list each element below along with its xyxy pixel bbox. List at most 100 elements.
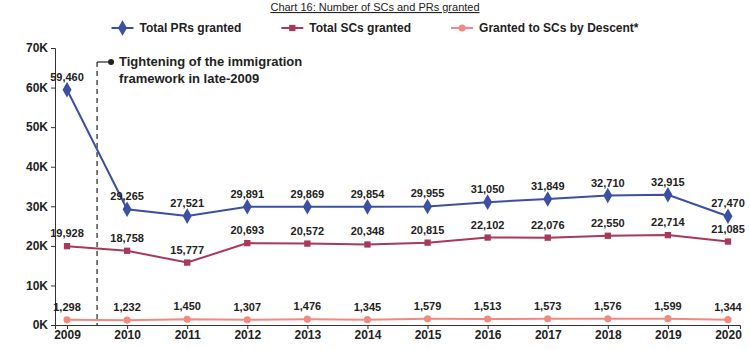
x-tick: 2018 [595, 325, 622, 342]
data-label: 20,815 [411, 224, 445, 236]
y-tick-mark [51, 127, 55, 128]
series-marker [424, 239, 430, 245]
data-label: 29,265 [110, 190, 144, 202]
data-label: 22,550 [591, 217, 625, 229]
x-tick-label: 2011 [175, 328, 201, 342]
series-line [67, 319, 728, 320]
series-marker [183, 208, 192, 224]
data-label: 22,076 [531, 219, 565, 231]
y-axis-line [51, 49, 56, 326]
data-label: 1,576 [594, 300, 622, 312]
series-marker [244, 316, 251, 323]
data-label: 22,714 [651, 216, 686, 228]
y-axis: 0K 10K 20K 30K 40K 50K 60K 70K [26, 41, 56, 332]
y-tick: 30K [26, 200, 55, 214]
x-tick-label: 2012 [234, 328, 261, 342]
series-marker [603, 188, 612, 204]
series-marker [604, 315, 611, 322]
y-tick-label: 30K [26, 200, 48, 214]
data-label: 32,710 [591, 177, 625, 189]
y-tick: 10K [26, 279, 55, 293]
data-label: 32,915 [651, 176, 685, 188]
data-label: 1,599 [654, 300, 682, 312]
legend-marker [459, 24, 466, 31]
y-tick: 0K [33, 318, 55, 332]
data-label: 18,758 [110, 232, 144, 244]
data-label: 1,344 [714, 301, 742, 313]
legend-label: Total PRs granted [140, 21, 242, 35]
series-marker [304, 316, 311, 323]
series-marker [543, 191, 552, 207]
series-marker [423, 199, 432, 215]
series-marker [484, 315, 491, 322]
x-tick-label: 2013 [295, 328, 322, 342]
series-marker [484, 234, 490, 240]
series-marker [304, 240, 310, 246]
series-marker [184, 316, 191, 323]
series-marker [483, 194, 492, 210]
series-marker [664, 315, 671, 322]
x-tick-label: 2016 [475, 328, 502, 342]
series-marker [725, 238, 731, 244]
series-marker [124, 248, 130, 254]
legend-entry: Total PRs granted [112, 20, 242, 36]
data-label: 1,476 [294, 300, 322, 312]
y-tick: 40K [26, 160, 55, 174]
data-label: 19,928 [50, 227, 84, 239]
x-tick-label: 2015 [415, 328, 442, 342]
series-marker [724, 316, 731, 323]
data-label: 22,102 [471, 219, 505, 231]
series-marker [123, 201, 132, 217]
series-marker [545, 234, 551, 240]
data-label: 20,348 [351, 225, 385, 237]
legend-marker [118, 20, 127, 36]
y-tick-label: 10K [26, 279, 48, 293]
y-tick: 20K [26, 239, 55, 253]
data-label: 29,854 [351, 188, 386, 200]
data-label: 31,849 [531, 180, 565, 192]
x-tick-label: 2009 [54, 328, 81, 342]
legend-entry: Granted to SCs by Descent* [451, 21, 639, 35]
data-label: 1,579 [414, 300, 442, 312]
data-label: 59,460 [50, 71, 84, 83]
series-marker [303, 199, 312, 215]
x-tick: 2012 [234, 325, 261, 342]
y-tick-label: 60K [26, 81, 48, 95]
y-tick-mark [51, 325, 55, 326]
annotation-dot [108, 59, 114, 65]
x-axis: 2009201020112012201320142015201620172018… [54, 325, 742, 342]
series-marker [364, 316, 371, 323]
data-label: 1,232 [113, 301, 141, 313]
y-tick-label: 70K [26, 41, 48, 55]
data-label: 29,869 [291, 188, 325, 200]
y-tick-mark [51, 246, 55, 247]
data-label: 20,693 [230, 224, 264, 236]
x-tick: 2009 [54, 325, 81, 342]
x-tick: 2020 [715, 325, 742, 342]
x-tick-label: 2010 [114, 328, 141, 342]
data-label: 20,572 [291, 225, 325, 237]
y-tick-mark [51, 167, 55, 168]
series-marker [364, 241, 370, 247]
series-marker [243, 199, 252, 215]
data-label: 1,573 [534, 300, 562, 312]
x-tick: 2016 [475, 325, 502, 342]
plot-area [63, 82, 733, 324]
y-tick: 50K [26, 120, 55, 134]
data-label: 27,470 [711, 197, 745, 209]
series-line [67, 90, 728, 217]
data-label: 15,777 [170, 244, 204, 256]
series-marker [663, 187, 672, 203]
y-tick-mark [51, 48, 55, 49]
annotation-text: Tightening of the immigration [119, 54, 302, 69]
series-marker [544, 315, 551, 322]
y-tick-label: 40K [26, 160, 48, 174]
data-label: 27,521 [170, 197, 204, 209]
x-tick: 2015 [415, 325, 442, 342]
x-tick: 2014 [355, 325, 382, 342]
y-tick-label: 20K [26, 239, 48, 253]
x-tick: 2019 [655, 325, 682, 342]
x-tick: 2013 [295, 325, 322, 342]
x-axis-line [56, 326, 741, 330]
series-marker [605, 233, 611, 239]
